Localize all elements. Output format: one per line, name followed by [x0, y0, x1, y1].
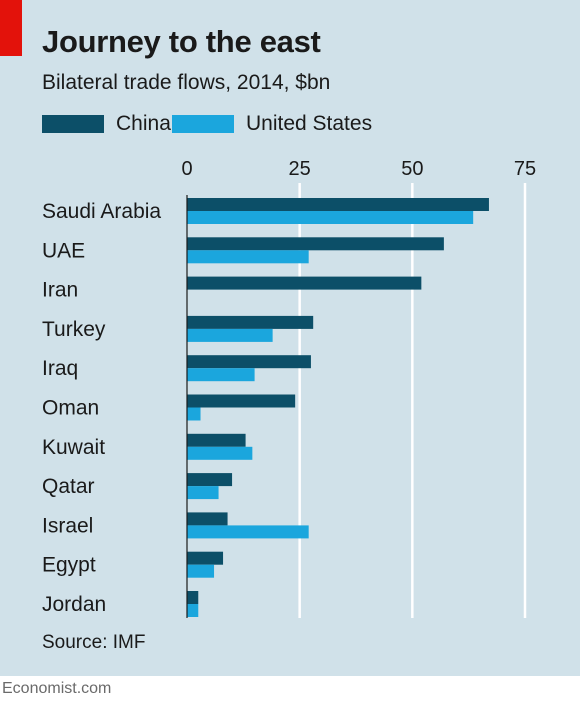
legend-swatch-china: [42, 115, 104, 133]
category-label-kuwait: Kuwait: [42, 436, 105, 459]
legend-label-united-states: United States: [246, 112, 373, 135]
category-label-oman: Oman: [42, 397, 99, 420]
bar-united-states-kuwait: [187, 446, 253, 460]
brand-red-tag: [0, 0, 22, 56]
chart-panel: [0, 0, 580, 676]
bar-china-saudi-arabia: [187, 198, 489, 211]
bar-united-states-turkey: [187, 328, 273, 342]
bar-united-states-egypt: [187, 564, 215, 578]
x-tick-label-75: 75: [514, 158, 536, 180]
category-label-qatar: Qatar: [42, 475, 95, 498]
chart-title: Journey to the east: [42, 24, 321, 59]
category-label-saudi-arabia: Saudi Arabia: [42, 200, 161, 223]
bar-united-states-oman: [187, 407, 201, 421]
legend-swatch-united-states: [172, 115, 234, 133]
bar-china-egypt: [187, 551, 224, 565]
bar-china-iraq: [187, 355, 311, 369]
category-label-iran: Iran: [42, 279, 78, 302]
chart-subtitle: Bilateral trade flows, 2014, $bn: [42, 71, 331, 94]
source-note: Source: IMF: [42, 632, 146, 653]
category-label-iraq: Iraq: [42, 357, 78, 380]
bar-chart: 0 25 50 75 Saudi Arabia UAE Iran Turkey Iraq Oman…: [42, 158, 536, 618]
x-tick-label-25: 25: [289, 158, 311, 180]
bar-china-qatar: [187, 473, 233, 487]
bar-china-kuwait: [187, 433, 246, 447]
bar-china-turkey: [187, 315, 314, 329]
bar-united-states-saudi-arabia: [187, 211, 474, 224]
legend-label-china: China: [116, 112, 171, 135]
category-label-israel: Israel: [42, 514, 93, 537]
x-tick-label-50: 50: [401, 158, 423, 180]
bar-china-jordan: [187, 591, 199, 604]
bar-china-iran: [187, 276, 422, 290]
bar-china-oman: [187, 394, 296, 408]
bar-united-states-iraq: [187, 368, 255, 382]
bar-china-israel: [187, 512, 228, 526]
legend-item-united-states: United States: [172, 111, 372, 137]
footer-credit: Economist.com: [2, 680, 112, 697]
category-label-jordan: Jordan: [42, 593, 106, 616]
bar-united-states-uae: [187, 250, 309, 264]
category-label-uae: UAE: [42, 239, 85, 262]
bar-united-states-qatar: [187, 486, 219, 500]
bar-united-states-jordan: [187, 604, 199, 617]
x-tick-label-0: 0: [181, 158, 192, 180]
category-label-turkey: Turkey: [42, 318, 106, 341]
category-label-egypt: Egypt: [42, 554, 96, 577]
bar-united-states-israel: [187, 525, 309, 539]
bar-china-uae: [187, 237, 444, 251]
legend-item-china: China: [42, 111, 171, 137]
